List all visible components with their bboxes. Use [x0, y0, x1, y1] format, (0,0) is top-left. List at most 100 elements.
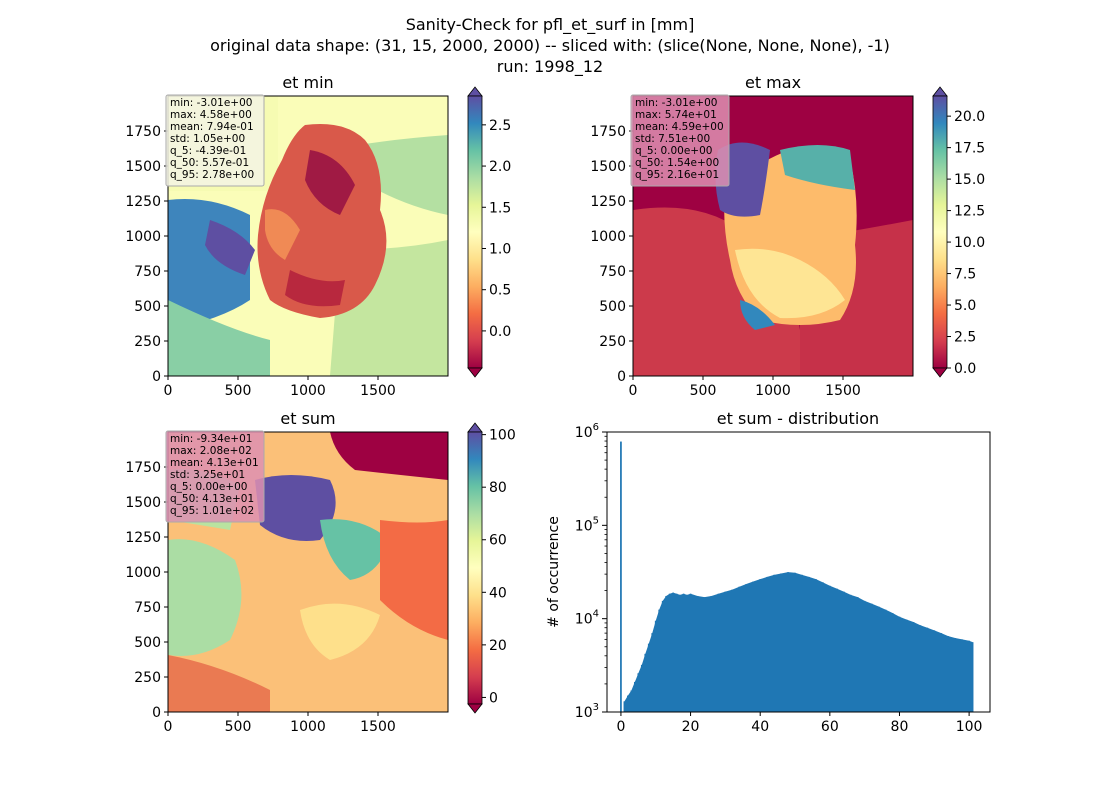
- x-tick-label: 1000: [755, 383, 791, 399]
- colorbar-tick-label: 5.0: [954, 298, 976, 314]
- colorbar-tick-label: 80: [489, 480, 507, 496]
- y-tick-label: 0: [152, 705, 161, 721]
- panel-et-sum: et sum 0 500 1000 1500025050075010001250150…: [125, 409, 515, 735]
- colorbar-tick-label: 40: [489, 585, 507, 601]
- y-tick-label: 500: [134, 299, 161, 315]
- stats-line: q_5: 0.00e+00: [635, 145, 712, 157]
- colorbar-tick-label: 7.5: [954, 267, 976, 283]
- colorbar-tick-label: 0.0: [489, 324, 511, 340]
- histogram-bar: [620, 441, 622, 712]
- stats-line: q_95: 2.16e+01: [635, 169, 719, 181]
- stats-line: q_5: -4.39e-01: [170, 145, 246, 157]
- colorbar-tick-label: 10.0: [954, 235, 985, 251]
- colorbar-tick-label: 100: [489, 428, 516, 444]
- y-tick-label: 1250: [125, 194, 161, 210]
- colorbar-tick-label: 12.5: [954, 204, 985, 220]
- stats-line: q_50: 4.13e+01: [170, 493, 254, 505]
- axes-ticks: 0 500 1000 1500 0 250 500 750 1000 1250 1500 1750: [125, 124, 395, 399]
- colorbar-gradient: [467, 431, 483, 705]
- y-tick-label: 750: [134, 264, 161, 280]
- panel-title: et sum: [280, 409, 335, 428]
- x-tick-label: 0: [616, 719, 625, 735]
- colorbar-tick-label: 60: [489, 533, 507, 549]
- y-tick-label: 1750: [125, 124, 161, 140]
- x-tick-label: 80: [891, 719, 909, 735]
- y-tick-label: 1000: [125, 229, 161, 245]
- colorbar-extend-min: [467, 703, 483, 714]
- colorbar-tick-label: 2.5: [954, 330, 976, 346]
- stats-line: q_95: 1.01e+02: [170, 505, 254, 517]
- colorbar-tick-label: 20.0: [954, 109, 985, 125]
- stats-box-background: [165, 430, 265, 523]
- x-tick-label: 1000: [290, 719, 326, 735]
- y-tick-label: 1500: [125, 495, 161, 511]
- stats-line: max: 2.08e+02: [170, 445, 252, 457]
- y-tick-label: 250: [599, 334, 626, 350]
- stats-line: std: 1.05e+00: [170, 133, 245, 145]
- colorbar-extend-min: [467, 367, 483, 378]
- colorbar-tick-label: 2.5: [489, 118, 511, 134]
- x-tick-label: 500: [690, 383, 717, 399]
- panel-et-min: et min 0 500 1000 1500 0 250 500 750 1000 1250 150…: [125, 73, 511, 399]
- histogram-bar: [623, 701, 626, 712]
- colorbar-tick-label: 20: [489, 638, 507, 654]
- y-tick-label: 1500: [590, 159, 626, 175]
- stats-line: mean: 4.59e+00: [635, 121, 724, 133]
- stats-line: mean: 4.13e+01: [170, 457, 259, 469]
- colorbar-tick-label: 1.0: [489, 241, 511, 257]
- y-tick-label: 750: [599, 264, 626, 280]
- panel-et-sum-distribution: et sum - distribution 0 20 40 60 80 100 103 104…: [546, 409, 991, 735]
- y-tick-label: 103: [575, 702, 599, 721]
- x-tick-label: 40: [751, 719, 769, 735]
- histogram-bar: [971, 642, 974, 712]
- stats-box-background: [630, 94, 730, 187]
- axes-ticks: 0 500 1000 1500 0 250 500 750 1000 1250 1500 1750: [125, 460, 395, 735]
- y-tick-label: 1750: [125, 460, 161, 476]
- y-tick-label: 1250: [125, 530, 161, 546]
- axes-ticks: 0 20 40 60 80 100 103 104 105 106: [575, 422, 983, 735]
- stats-line: min: -3.01e+00: [635, 97, 717, 109]
- colorbar-tick-label: 2.0: [489, 159, 511, 175]
- x-tick-label: 60: [821, 719, 839, 735]
- panel-title: et min: [282, 73, 333, 92]
- x-tick-label: 1500: [825, 383, 861, 399]
- stats-line: std: 7.51e+00: [635, 133, 710, 145]
- y-tick-label: 105: [575, 515, 599, 534]
- y-tick-label: 250: [134, 670, 161, 686]
- panel-title: et max: [745, 73, 801, 92]
- stats-line: min: -9.34e+01: [170, 433, 252, 445]
- y-tick-label: 1000: [125, 565, 161, 581]
- figure-title-line-3: run: 1998_12: [497, 57, 603, 77]
- x-tick-label: 0: [164, 383, 173, 399]
- y-tick-label: 1250: [590, 194, 626, 210]
- colorbar-tick-label: 0: [489, 690, 498, 706]
- colorbar-gradient: [932, 95, 948, 369]
- colorbar-gradient: [467, 95, 483, 369]
- colorbar-tick-label: 0.5: [489, 283, 511, 299]
- colorbar-extend-min: [932, 367, 948, 378]
- y-tick-label: 0: [617, 369, 626, 385]
- axes-ticks: 0 500 1000 1500 0 250 500 750 1000 1250 1500 1750: [590, 124, 860, 399]
- colorbar-tick-label: 1.5: [489, 200, 511, 216]
- y-tick-label: 500: [134, 635, 161, 651]
- y-tick-label: 1750: [590, 124, 626, 140]
- stats-line: std: 3.25e+01: [170, 469, 245, 481]
- panel-title: et sum - distribution: [717, 409, 879, 428]
- stats-box-background: [165, 94, 265, 187]
- y-tick-label: 104: [575, 609, 599, 628]
- y-tick-label: 1500: [125, 159, 161, 175]
- x-tick-label: 20: [682, 719, 700, 735]
- colorbar-tick-label: 15.0: [954, 172, 985, 188]
- colorbar-extend-max: [467, 86, 483, 97]
- histogram-envelope: [624, 572, 973, 712]
- x-tick-label: 100: [956, 719, 983, 735]
- x-tick-label: 1500: [360, 383, 396, 399]
- y-tick-label: 750: [134, 600, 161, 616]
- x-tick-label: 500: [225, 383, 252, 399]
- histogram-bars: [620, 441, 974, 712]
- y-tick-label: 1000: [590, 229, 626, 245]
- figure-title-line-2: original data shape: (31, 15, 2000, 2000…: [210, 36, 890, 55]
